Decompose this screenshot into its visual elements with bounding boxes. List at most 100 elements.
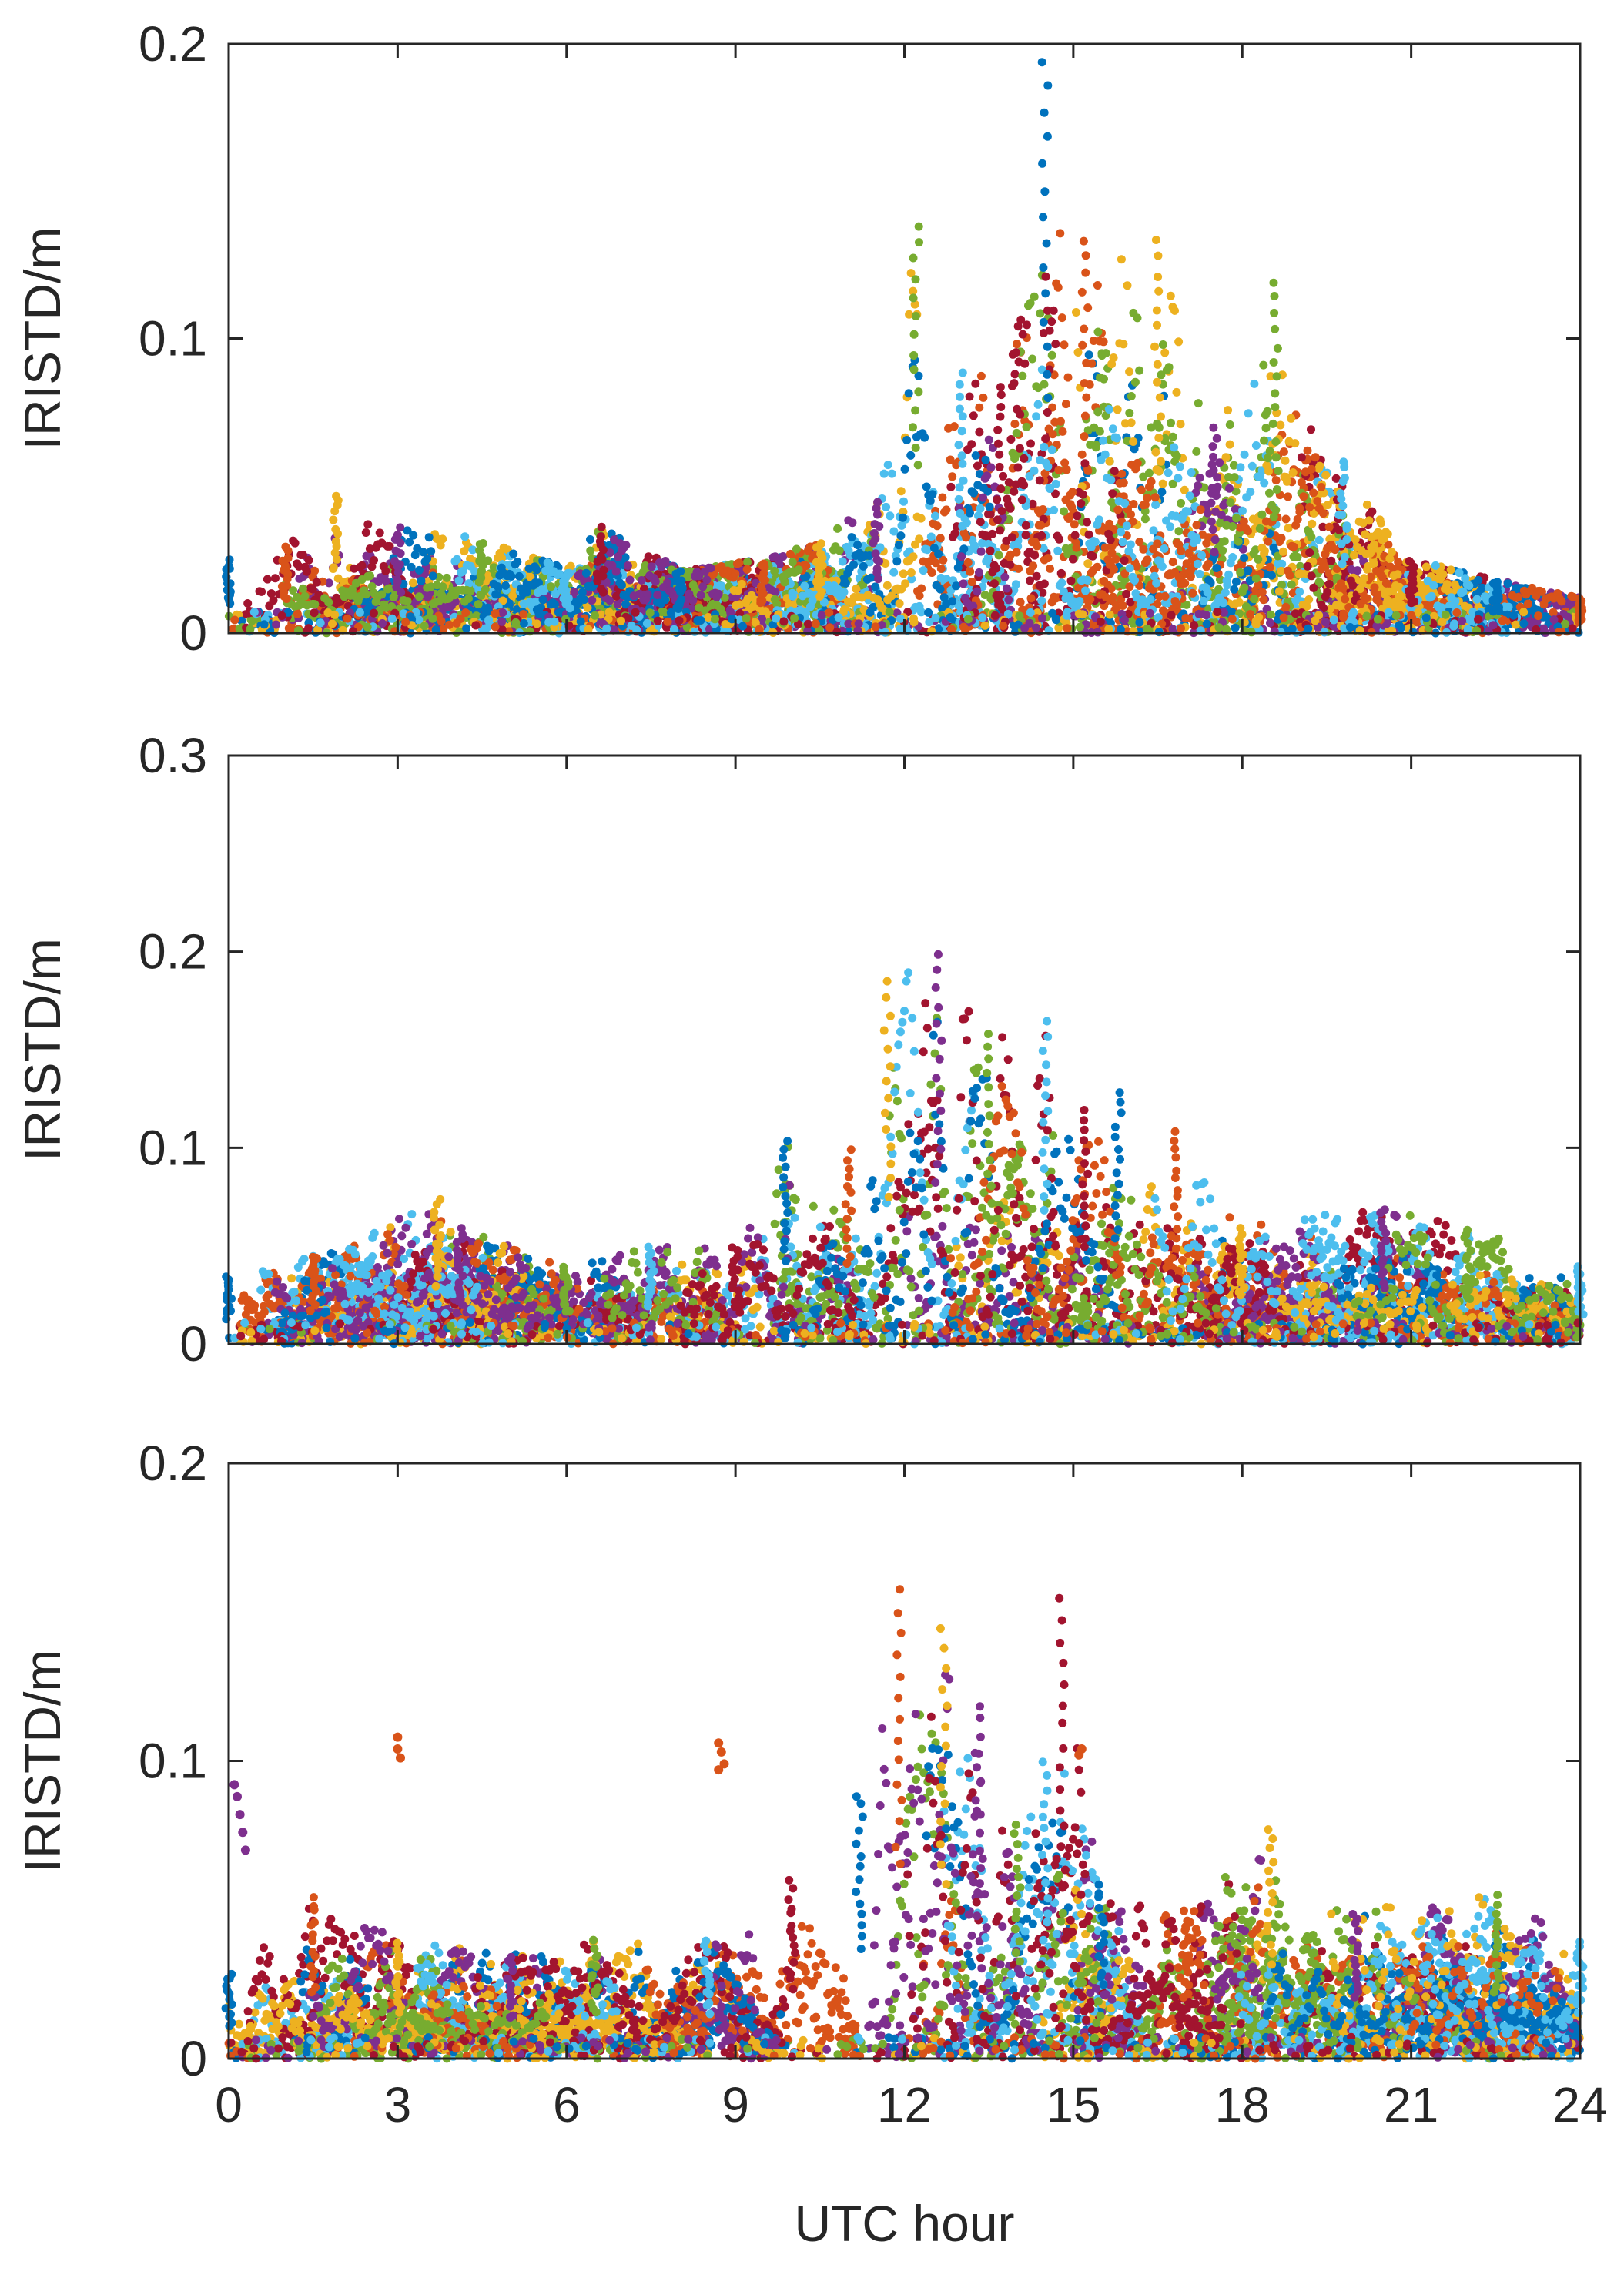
scatter-point	[1260, 546, 1269, 555]
scatter-point	[1045, 326, 1054, 335]
scatter-point	[1122, 521, 1131, 531]
scatter-point	[1083, 575, 1092, 585]
scatter-point	[928, 490, 937, 499]
scatter-point	[1223, 581, 1232, 590]
scatter-point	[1240, 554, 1249, 562]
scatter-point	[1284, 492, 1292, 501]
scatter-point	[1125, 408, 1134, 417]
scatter-point	[1193, 559, 1202, 568]
scatter-point	[1287, 414, 1296, 423]
scatter-point	[1054, 466, 1063, 474]
scatter-point	[948, 597, 956, 606]
scatter-point	[1108, 424, 1117, 434]
scatter-point	[887, 469, 896, 478]
scatter-point	[1164, 468, 1173, 477]
scatter-point	[1111, 555, 1120, 564]
scatter-point	[1133, 313, 1142, 323]
scatter-point	[1321, 471, 1331, 480]
scatter-point	[1109, 353, 1118, 362]
scatter-point	[982, 557, 991, 566]
scatter-point	[1353, 566, 1362, 575]
scatter-point	[1129, 500, 1138, 508]
scatter-point	[1022, 320, 1031, 330]
scatter-point	[1129, 437, 1138, 446]
scatter-point	[1246, 488, 1255, 497]
scatter-point	[1013, 322, 1023, 331]
scatter-point	[1160, 544, 1169, 553]
scatter-point	[1197, 551, 1207, 560]
scatter-point	[1096, 373, 1104, 382]
scatter-point	[1117, 255, 1126, 264]
scatter-point	[936, 565, 946, 573]
scatter-point	[1281, 514, 1291, 524]
scatter-point	[1060, 507, 1069, 516]
scatter-point	[948, 472, 957, 481]
scatter-point	[969, 411, 978, 420]
scatter-point	[1073, 511, 1082, 521]
scatter-point	[1192, 521, 1201, 530]
scatter-point	[304, 555, 313, 565]
scatter-point	[1265, 447, 1274, 456]
scatter-point	[1028, 354, 1037, 364]
scatter-point	[1035, 476, 1044, 485]
scatter-point	[1395, 601, 1404, 610]
scatter-point	[942, 505, 951, 514]
scatter-point	[989, 579, 999, 588]
scatter-point	[1017, 495, 1026, 504]
scatter-point	[1314, 464, 1323, 473]
scatter-point	[1119, 478, 1128, 488]
scatter-point	[1038, 505, 1047, 514]
scatter-point	[1126, 540, 1135, 549]
scatter-point	[1139, 501, 1148, 510]
scatter-point	[1192, 447, 1201, 456]
scatter-point	[1157, 457, 1165, 466]
scatter-point	[1143, 555, 1152, 565]
scatter-point	[1215, 458, 1224, 467]
scatter-point	[1026, 594, 1036, 603]
scatter-point	[933, 521, 942, 531]
scatter-point	[1170, 306, 1179, 315]
scatter-point	[547, 582, 555, 591]
scatter-point	[1049, 306, 1058, 315]
scatter-point	[1244, 527, 1252, 536]
scatter-point	[1033, 400, 1043, 409]
scatter-point	[1254, 555, 1263, 564]
scatter-point	[1240, 583, 1249, 592]
scatter-point	[1047, 350, 1056, 360]
scatter-point	[1016, 410, 1025, 419]
scatter-point	[1028, 499, 1037, 508]
scatter-point	[838, 557, 847, 566]
scatter-point	[1130, 377, 1140, 387]
scatter-point	[1099, 436, 1108, 445]
scatter-point	[1218, 546, 1227, 555]
scatter-point	[1046, 564, 1054, 573]
scatter-point	[1060, 340, 1069, 350]
scatter-point	[1047, 445, 1056, 454]
scatter-point	[1056, 417, 1065, 426]
scatter-point	[902, 436, 912, 444]
scatter-point	[975, 427, 984, 437]
scatter-point	[1251, 441, 1261, 450]
scatter-point	[1168, 432, 1177, 441]
scatter-point	[1284, 524, 1293, 533]
scatter-point	[835, 546, 844, 555]
scatter-point	[1101, 593, 1110, 601]
scatter-point	[1421, 562, 1431, 571]
scatter-point	[1152, 578, 1161, 588]
scatter-point	[1090, 538, 1100, 547]
scatter-point	[889, 568, 899, 577]
scatter-point	[859, 561, 868, 571]
scatter-point	[1030, 466, 1039, 475]
scatter-point	[1125, 367, 1134, 377]
scatter-point	[1263, 407, 1272, 416]
scatter-point	[1221, 588, 1230, 597]
scatter-point	[324, 578, 333, 588]
scatter-point	[1251, 574, 1261, 583]
scatter-point	[1149, 526, 1158, 535]
scatter-point	[1091, 441, 1100, 450]
scatter-point	[1146, 595, 1155, 604]
scatter-point	[849, 560, 858, 569]
scatter-point	[1271, 476, 1281, 485]
scatter-point	[1070, 531, 1080, 540]
scatter-point	[1264, 467, 1273, 476]
